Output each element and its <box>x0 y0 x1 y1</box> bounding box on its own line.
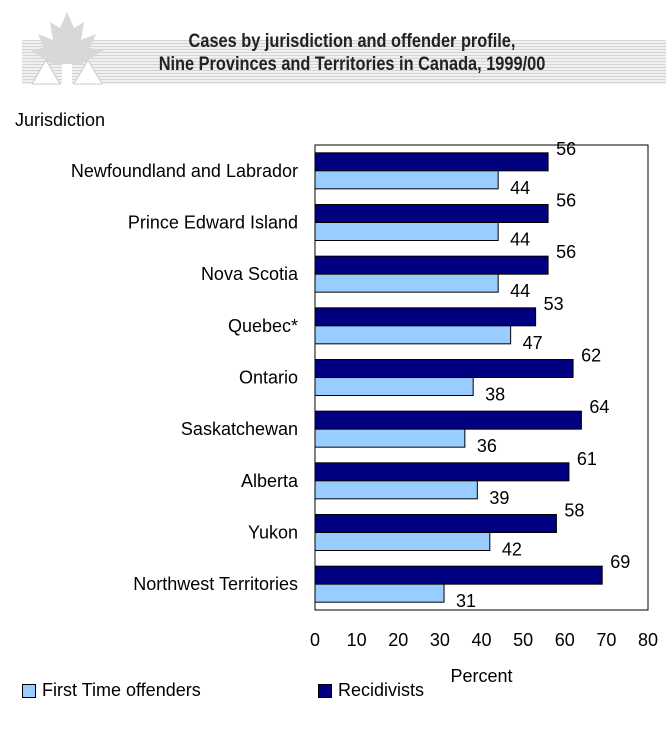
bar-first-time <box>314 532 491 551</box>
bar-first-time <box>314 170 499 190</box>
x-tick-label: 80 <box>638 630 658 650</box>
data-label-recidivists: 58 <box>564 501 584 521</box>
x-tick-label: 70 <box>596 630 616 650</box>
category-label: Ontario <box>239 368 298 388</box>
category-label: Northwest Territories <box>133 574 298 594</box>
data-label-recidivists: 62 <box>581 346 601 366</box>
bar-recidivists <box>314 152 549 172</box>
bar-first-time <box>314 222 499 241</box>
bar-first-time <box>314 377 474 396</box>
bar-recidivists <box>314 255 549 275</box>
legend-item-recidivists: Recidivists <box>318 680 424 701</box>
category-label: Prince Edward Island <box>128 213 298 233</box>
y-axis-label: Jurisdiction <box>15 110 106 130</box>
category-label: Quebec* <box>228 316 298 336</box>
data-label-recidivists: 61 <box>577 449 597 469</box>
title-line-1: Cases by jurisdiction and offender profi… <box>188 31 516 52</box>
data-label-first-time: 44 <box>510 230 530 250</box>
category-label: Alberta <box>241 471 299 491</box>
bar-recidivists <box>314 410 582 430</box>
x-axis-label: Percent <box>450 666 512 686</box>
bar-recidivists <box>314 359 574 378</box>
x-tick-label: 10 <box>347 630 367 650</box>
legend-swatch-first-time <box>22 683 36 698</box>
category-label: Yukon <box>248 523 298 543</box>
bar-first-time <box>314 325 512 345</box>
data-label-first-time: 47 <box>523 333 543 353</box>
data-label-recidivists: 56 <box>556 139 576 159</box>
x-tick-label: 40 <box>471 630 491 650</box>
legend-label-recidivists: Recidivists <box>338 680 425 700</box>
bar-recidivists <box>314 462 570 482</box>
bar-first-time <box>314 428 466 448</box>
data-label-recidivists: 64 <box>589 397 609 417</box>
category-label: Newfoundland and Labrador <box>71 161 298 181</box>
x-tick-label: 50 <box>513 630 533 650</box>
data-label-first-time: 38 <box>485 385 505 405</box>
x-tick-label: 60 <box>555 630 575 650</box>
maple-leaf-justice-icon <box>30 12 104 86</box>
data-label-recidivists: 69 <box>610 552 630 572</box>
title-banner: Cases by jurisdiction and offender profi… <box>0 0 668 92</box>
data-label-first-time: 36 <box>477 436 497 456</box>
data-label-first-time: 44 <box>510 281 530 301</box>
data-label-first-time: 31 <box>456 591 476 611</box>
legend-item-first-time: First Time offenders <box>22 680 201 701</box>
data-label-first-time: 42 <box>502 540 522 560</box>
bar-recidivists <box>314 514 557 533</box>
bar-recidivists <box>314 307 537 327</box>
bar-first-time <box>314 583 445 603</box>
data-label-recidivists: 56 <box>556 242 576 262</box>
legend-label-first-time: First Time offenders <box>42 680 201 700</box>
title-band <box>22 40 666 84</box>
legend-swatch-recidivists <box>318 683 332 698</box>
data-label-recidivists: 53 <box>544 294 564 314</box>
category-label: Nova Scotia <box>201 264 299 284</box>
bar-first-time <box>314 273 499 293</box>
x-tick-label: 0 <box>310 630 320 650</box>
x-tick-label: 20 <box>388 630 408 650</box>
data-label-first-time: 39 <box>489 488 509 508</box>
bar-first-time <box>314 480 478 500</box>
category-label: Saskatchewan <box>181 419 298 439</box>
x-tick-label: 30 <box>430 630 450 650</box>
data-label-first-time: 44 <box>510 178 530 198</box>
bar-recidivists <box>314 565 603 585</box>
chart-title: Cases by jurisdiction and offender profi… <box>128 30 575 76</box>
data-label-recidivists: 56 <box>556 191 576 211</box>
bar-recidivists <box>314 204 549 223</box>
title-line-2: Nine Provinces and Territories in Canada… <box>158 54 546 75</box>
